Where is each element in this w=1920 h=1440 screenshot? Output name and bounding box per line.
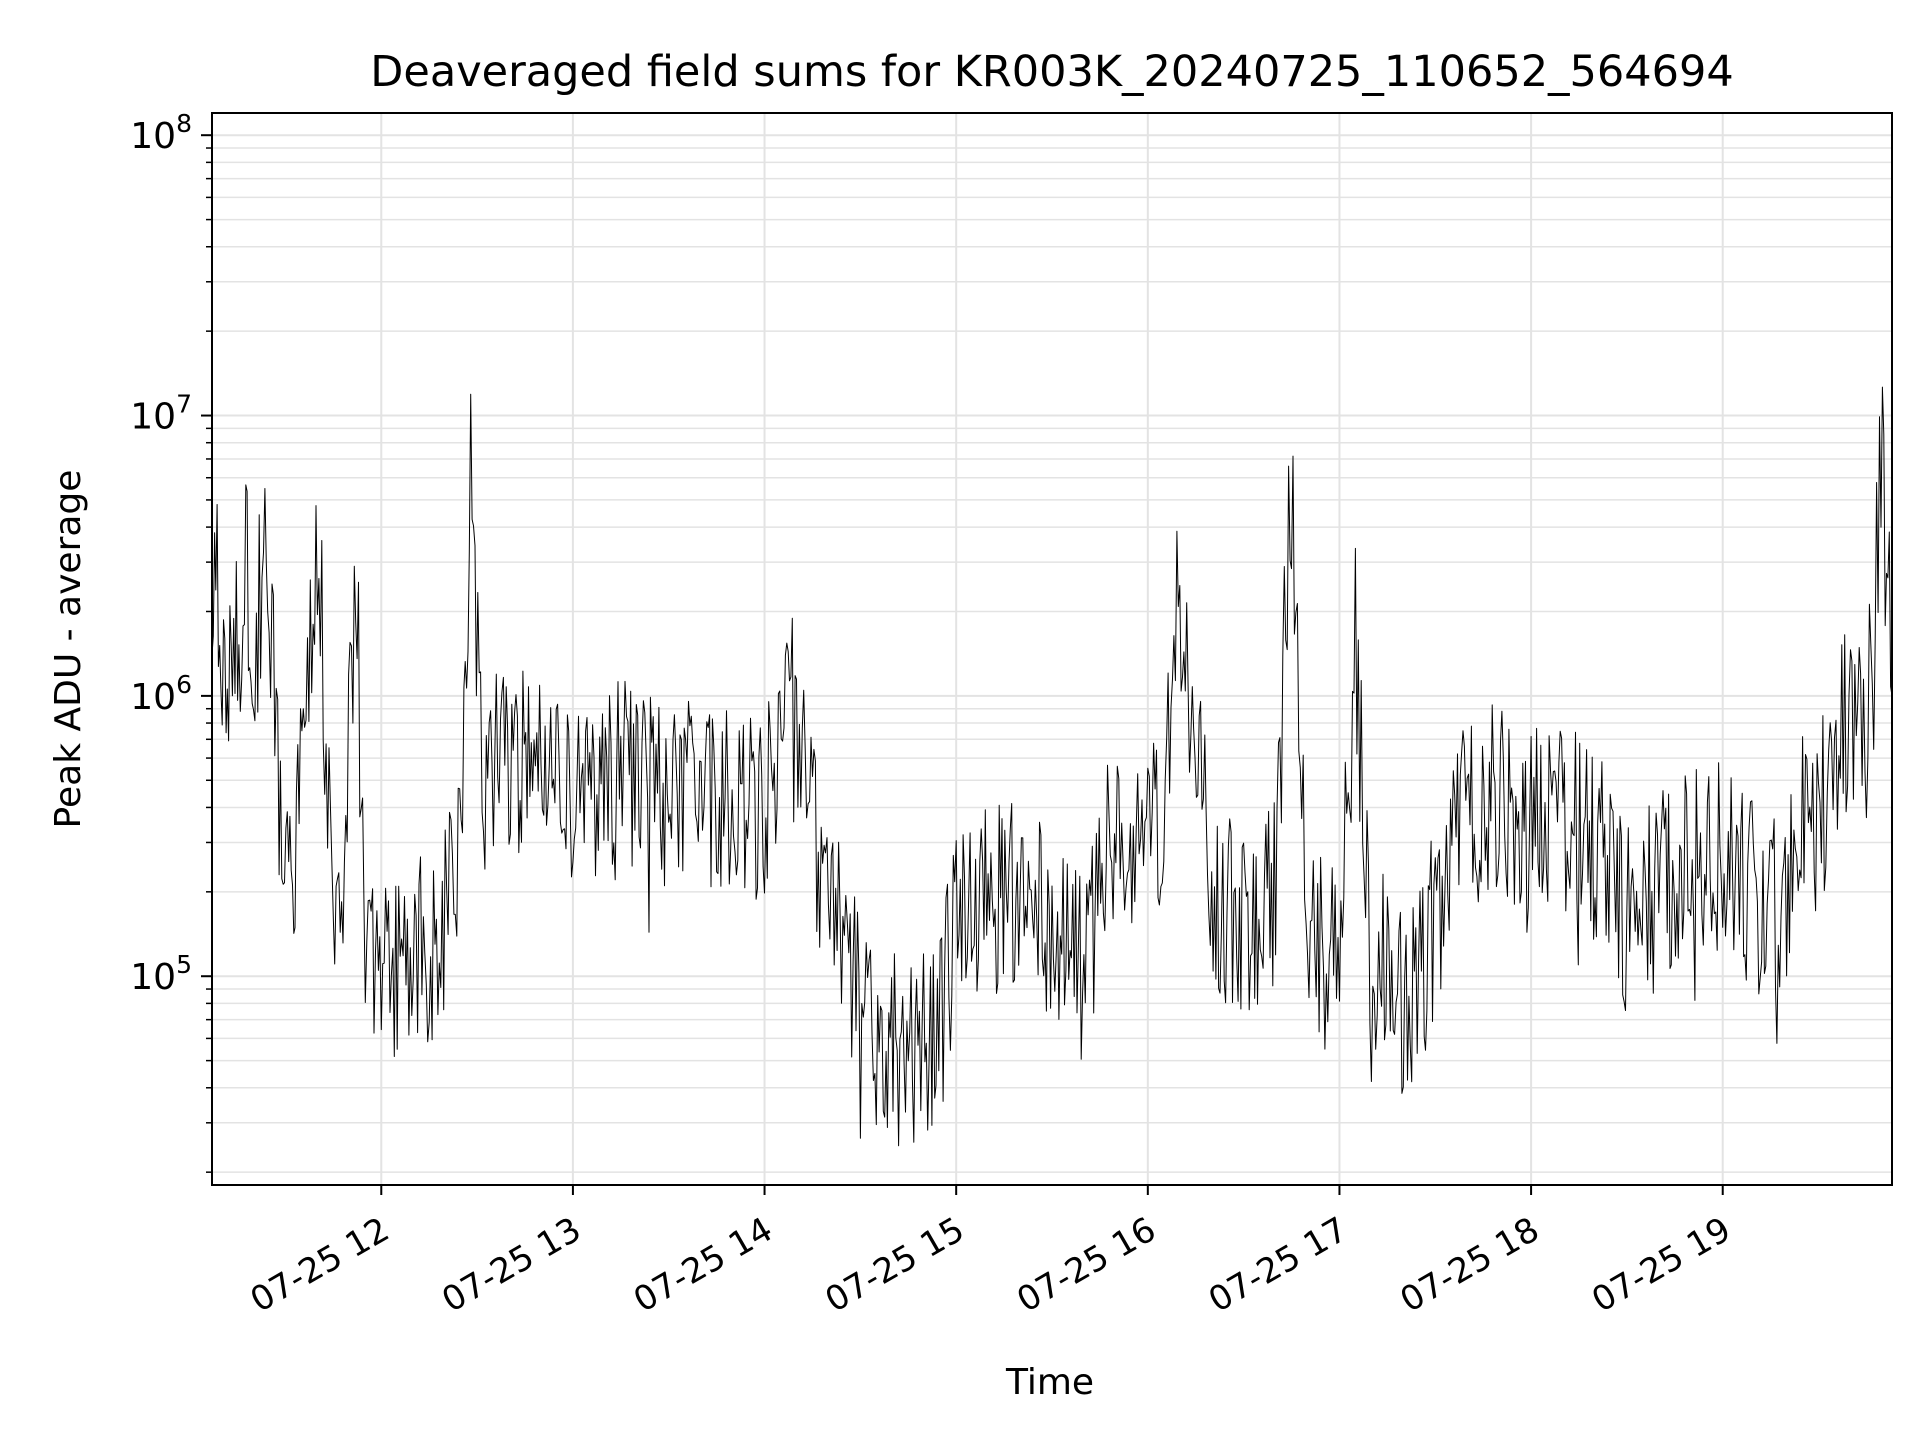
y-tick-label: 108 xyxy=(130,109,192,157)
x-tick-label: 07-25 15 xyxy=(819,1210,971,1321)
y-axis-label: Peak ADU - average xyxy=(48,470,89,829)
x-tick-label: 07-25 19 xyxy=(1585,1210,1737,1321)
chart-title: Deaveraged field sums for KR003K_2024072… xyxy=(370,47,1733,97)
y-axis: 105 106 107 108 xyxy=(130,109,212,1173)
x-tick-label: 07-25 16 xyxy=(1010,1210,1162,1321)
x-tick-label: 07-25 18 xyxy=(1394,1210,1546,1321)
x-tick-label: 07-25 17 xyxy=(1202,1210,1354,1321)
y-tick-label: 105 xyxy=(130,950,192,998)
plot-background xyxy=(212,113,1892,1185)
y-tick-label: 106 xyxy=(130,670,192,718)
x-tick-label: 07-25 12 xyxy=(244,1210,396,1321)
series-line xyxy=(211,386,1893,1147)
x-axis: 07-25 12 07-25 13 07-25 14 07-25 15 07-25 16… xyxy=(244,1185,1738,1321)
plot-frame xyxy=(211,112,1893,1186)
grid xyxy=(212,113,1892,1185)
x-tick-label: 07-25 13 xyxy=(435,1210,587,1321)
x-tick-label: 07-25 14 xyxy=(627,1210,779,1321)
y-tick-label: 107 xyxy=(130,390,192,438)
x-axis-label: Time xyxy=(1005,1362,1094,1403)
